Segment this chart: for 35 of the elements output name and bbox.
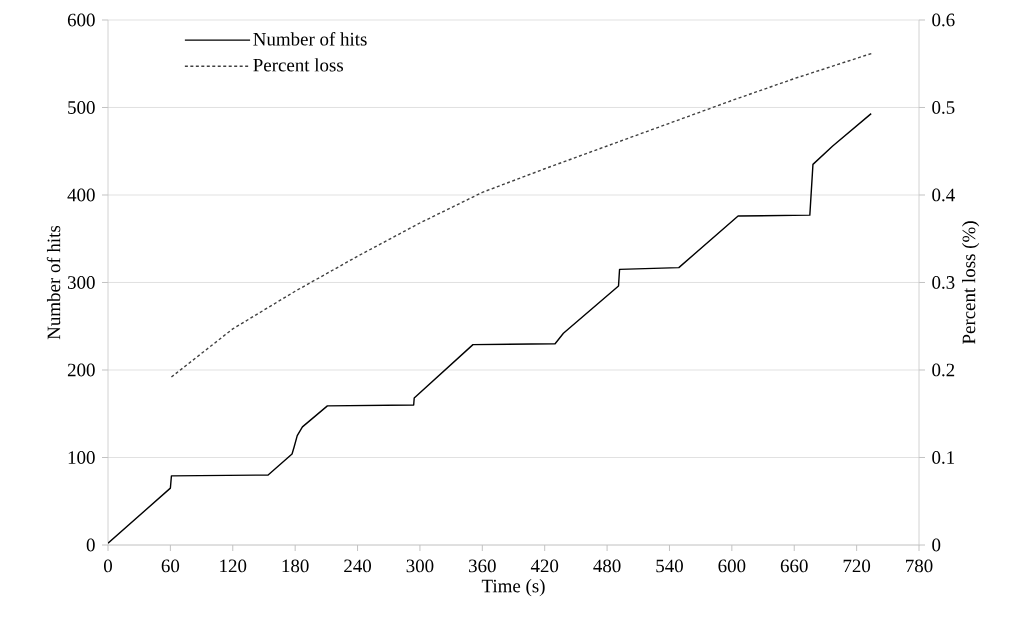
- x-tick-label: 780: [906, 559, 933, 573]
- x-tick-label: 360: [469, 559, 496, 573]
- x-tick-label: 600: [718, 559, 746, 573]
- x-tick-label: 180: [282, 559, 309, 573]
- x-tick-label: 0: [103, 559, 112, 573]
- x-tick-label: 420: [530, 559, 559, 573]
- y-tick-label: 300: [68, 276, 95, 289]
- y-tick-label: 200: [67, 363, 95, 377]
- y2-tick-label: 0.2: [932, 363, 955, 377]
- line-series: [108, 112, 872, 544]
- y2-tick-label: 0.3: [932, 276, 955, 289]
- x-tick-label: 660: [780, 559, 808, 573]
- y-tick-label: 500: [68, 101, 95, 114]
- legend-label: Percent loss: [253, 58, 344, 72]
- x-tick-label: 120: [220, 559, 247, 573]
- y2-tick-label: 0: [932, 538, 941, 552]
- y-tick-label: 0: [86, 538, 95, 552]
- legend-label: Number of hits: [253, 32, 367, 46]
- line-series: [170, 52, 873, 378]
- y2-tick-label: 0.1: [932, 451, 955, 464]
- y2-tick-label: 0.5: [932, 101, 955, 114]
- x-tick-label: 540: [656, 559, 683, 573]
- x-axis-title: Time (s): [481, 579, 545, 597]
- y-tick-label: 400: [67, 188, 95, 202]
- y2-axis-title: Percent loss (%): [962, 221, 980, 344]
- x-tick-label: 480: [593, 559, 621, 573]
- y-tick-label: 100: [68, 451, 95, 464]
- y-axis-title: Number of hits: [46, 225, 61, 340]
- y-tick-label: 600: [67, 13, 95, 27]
- y2-tick-label: 0.4: [932, 188, 955, 202]
- x-tick-label: 240: [344, 559, 372, 573]
- y2-tick-label: 0.6: [932, 13, 955, 27]
- x-tick-label: 720: [843, 559, 871, 573]
- x-tick-label: 60: [161, 559, 180, 573]
- x-tick-label: 300: [406, 559, 434, 573]
